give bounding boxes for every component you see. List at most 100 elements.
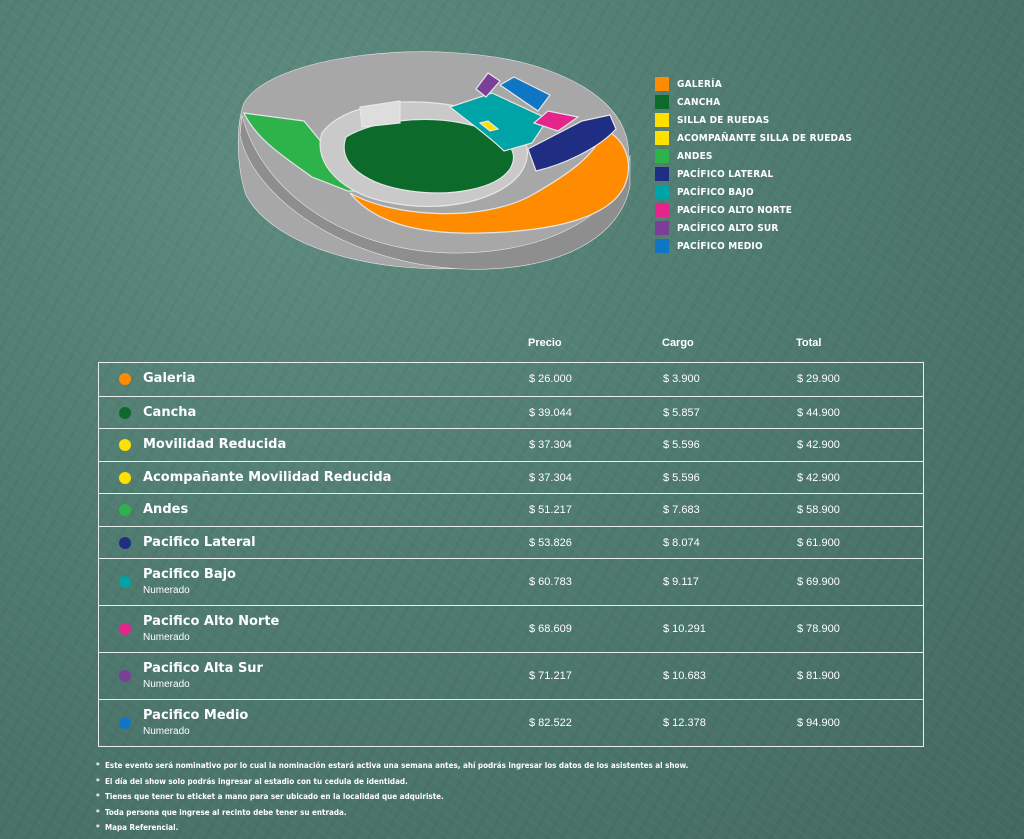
- table-row: Pacifico Medio Numerado $ 82.522 $ 12.378 $ …: [99, 699, 923, 746]
- zone-galeria[interactable]: [349, 128, 629, 234]
- zone-name: Galeria: [143, 371, 196, 386]
- total-cell: $ 81.900: [797, 670, 840, 682]
- table-row: Galeria $ 26.000 $ 3.900 $ 29.900: [99, 363, 923, 396]
- zone-name: Pacifico Lateral: [143, 534, 256, 550]
- charge-cell: $ 8.074: [663, 536, 700, 549]
- legend-swatch: [655, 203, 669, 217]
- price-cell: $ 39.044: [529, 406, 572, 419]
- zone-name: Pacifico Alta Sur: [143, 661, 263, 676]
- zone-pacifico-lateral[interactable]: [527, 114, 617, 172]
- zone-name: Pacifico Bajo: [143, 567, 236, 582]
- zone-pacifico-bajo[interactable]: [448, 92, 549, 152]
- column-header-price: Precio: [528, 337, 562, 349]
- legend-label: SILLA DE RUEDAS: [677, 114, 770, 126]
- price-cell: $ 82.522: [529, 717, 572, 729]
- legend-swatch: [655, 167, 669, 181]
- note-item: * Mapa Referencial.: [96, 820, 688, 836]
- price-cell: $ 53.826: [529, 536, 572, 549]
- zone-color-dot: [119, 439, 131, 451]
- legend-swatch: [655, 149, 669, 163]
- zone-pacifico-alto-sur[interactable]: [475, 72, 501, 98]
- zone-silla-ruedas[interactable]: [478, 120, 500, 132]
- table-row: Pacifico Bajo Numerado $ 60.783 $ 9.117 $ 69…: [99, 558, 923, 605]
- charge-cell: $ 10.683: [663, 670, 706, 682]
- stadium-outer-wall: [239, 114, 631, 270]
- legend-swatch: [655, 185, 669, 199]
- zone-pacifico-alto-norte[interactable]: [532, 110, 580, 132]
- price-table: Galeria $ 26.000 $ 3.900 $ 29.900 Cancha $ 39…: [98, 362, 924, 747]
- charge-cell: $ 5.596: [663, 439, 700, 451]
- legend-swatch: [655, 221, 669, 235]
- map-legend: GALERÍA CANCHA SILLA DE RUEDAS ACOMPAÑANTE …: [655, 75, 852, 255]
- legend-label: PACÍFICO ALTO SUR: [677, 222, 779, 234]
- legend-item: SILLA DE RUEDAS: [655, 111, 852, 129]
- legend-item: PACÍFICO ALTO NORTE: [655, 201, 852, 219]
- stadium-map: [237, 51, 631, 270]
- legend-swatch: [655, 113, 669, 127]
- legend-label: CANCHA: [677, 96, 721, 108]
- column-header-charge: Cargo: [662, 337, 694, 349]
- table-row: Andes $ 51.217 $ 7.683 $ 58.900: [99, 493, 923, 526]
- table-row: Acompañante Movilidad Reducida $ 37.304 $ …: [99, 460, 923, 494]
- legend-swatch: [655, 131, 669, 145]
- charge-cell: $ 5.596: [663, 471, 700, 484]
- total-cell: $ 42.900: [797, 439, 840, 451]
- note-bullet: *: [96, 823, 100, 832]
- price-cell: $ 26.000: [529, 373, 572, 385]
- note-text: Toda persona que ingrese al recinto debe…: [105, 807, 347, 817]
- note-bullet: *: [96, 807, 100, 817]
- table-row: Pacifico Alta Sur Numerado $ 71.217 $ 10.68…: [99, 652, 923, 699]
- charge-cell: $ 7.683: [663, 504, 700, 516]
- price-cell: $ 51.217: [529, 504, 572, 516]
- legend-item: PACÍFICO ALTO SUR: [655, 219, 852, 237]
- price-cell: $ 37.304: [529, 439, 572, 451]
- legend-label: ANDES: [677, 150, 713, 162]
- note-bullet: *: [96, 761, 100, 770]
- zone-pacifico-medio[interactable]: [498, 76, 551, 112]
- legend-label: PACÍFICO MEDIO: [677, 240, 763, 252]
- zone-color-dot: [119, 504, 131, 516]
- legend-item: PACÍFICO BAJO: [655, 183, 852, 201]
- zone-subtitle: Numerado: [143, 632, 190, 643]
- scoreboard: [359, 100, 401, 128]
- legend-label: PACÍFICO ALTO NORTE: [677, 204, 793, 216]
- zone-name: Cancha: [143, 404, 197, 420]
- total-cell: $ 42.900: [797, 471, 840, 484]
- zone-subtitle: Numerado: [143, 726, 190, 737]
- price-cell: $ 68.609: [529, 623, 572, 635]
- zone-color-dot: [119, 576, 131, 588]
- legend-item: PACÍFICO MEDIO: [655, 237, 852, 255]
- charge-cell: $ 10.291: [663, 623, 706, 635]
- price-cell: $ 37.304: [529, 471, 572, 484]
- charge-cell: $ 3.900: [663, 373, 700, 385]
- price-cell: $ 60.783: [529, 576, 572, 588]
- total-cell: $ 61.900: [797, 536, 840, 549]
- zone-color-dot: [119, 623, 131, 635]
- zone-color-dot: [119, 670, 131, 682]
- table-row: Pacifico Lateral $ 53.826 $ 8.074 $ 61.900: [99, 525, 923, 559]
- legend-label: PACÍFICO BAJO: [677, 186, 754, 198]
- zone-color-dot: [119, 471, 131, 484]
- zone-name: Pacifico Alto Norte: [143, 614, 280, 629]
- note-item: * Toda persona que ingrese al recinto deb…: [96, 805, 688, 821]
- legend-item: GALERÍA: [655, 75, 852, 93]
- zone-cancha[interactable]: [343, 118, 515, 194]
- total-cell: $ 29.900: [797, 373, 840, 385]
- note-item: * Este evento será nominativo por lo cual…: [96, 758, 688, 774]
- zone-name: Acompañante Movilidad Reducida: [143, 469, 392, 485]
- legend-item: ANDES: [655, 147, 852, 165]
- zone-subtitle: Numerado: [143, 679, 190, 690]
- legend-swatch: [655, 95, 669, 109]
- note-bullet: *: [96, 792, 100, 801]
- price-cell: $ 71.217: [529, 670, 572, 682]
- table-row: Movilidad Reducida $ 37.304 $ 5.596 $ 42.90…: [99, 428, 923, 461]
- zone-subtitle: Numerado: [143, 585, 190, 596]
- zone-color-dot: [119, 406, 131, 419]
- notes-list: * Este evento será nominativo por lo cual…: [96, 758, 688, 836]
- total-cell: $ 94.900: [797, 717, 840, 729]
- zone-color-dot: [119, 536, 131, 549]
- note-text: Mapa Referencial.: [105, 823, 179, 832]
- legend-label: GALERÍA: [677, 78, 722, 90]
- legend-swatch: [655, 77, 669, 91]
- charge-cell: $ 12.378: [663, 717, 706, 729]
